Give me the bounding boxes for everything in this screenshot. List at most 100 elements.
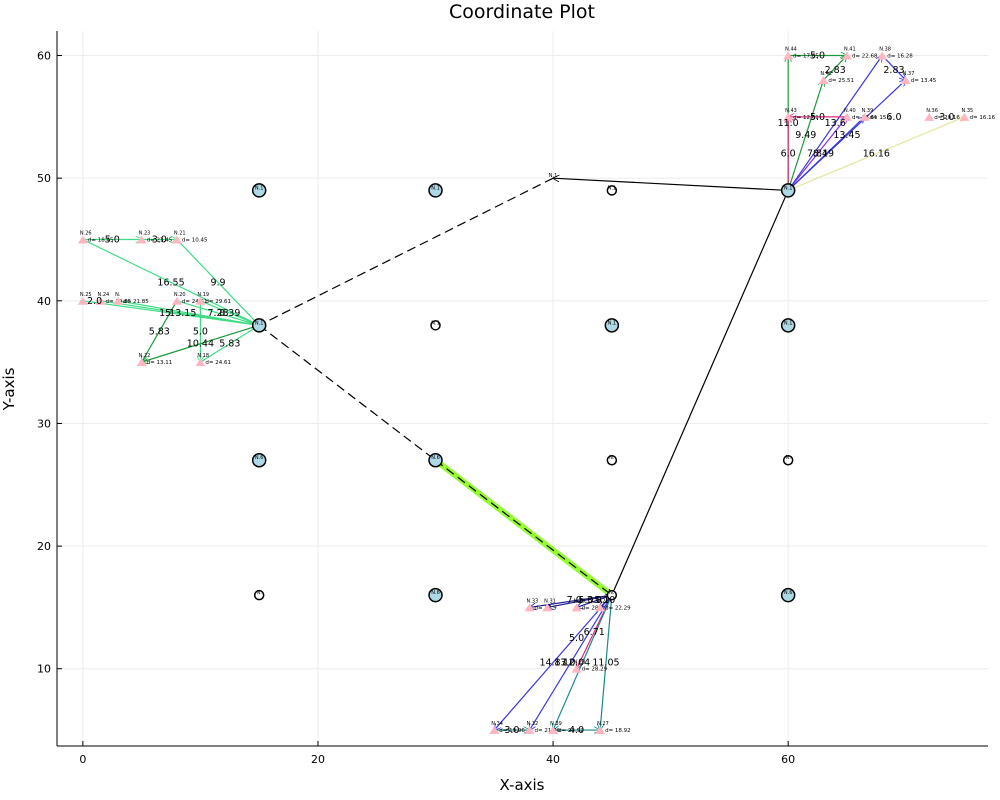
target-node (548, 726, 559, 735)
hub-node-label: N.1 (784, 185, 793, 191)
hub-node (606, 454, 618, 466)
target-node-label: N.39 (862, 108, 874, 114)
target-node-label: N.39 (550, 721, 562, 727)
route-arrows (259, 178, 789, 598)
hub-node (604, 318, 620, 333)
edge-label: 2.83 (883, 65, 904, 76)
route-node-label: N.1 (549, 173, 558, 179)
target-node-label: N.40 (844, 108, 856, 114)
edge-label: 10.44 (187, 339, 214, 350)
target-node-label: N.26 (80, 230, 92, 236)
distance-label: d= 24.61 (182, 299, 208, 305)
target-node-label: N.27 (597, 721, 609, 727)
x-tick-label: 0 (79, 753, 86, 766)
target-node (524, 726, 535, 735)
hub-node-label: N.1 (608, 185, 617, 191)
distance-label: d= 17.65 (793, 54, 819, 60)
target-node (113, 296, 124, 305)
edge-label: 5.0 (578, 595, 593, 606)
distance-label: d= 24.61 (205, 360, 231, 366)
target-node (571, 603, 582, 612)
hub-node (428, 587, 443, 603)
target-node (524, 603, 535, 612)
distance-label: d= 18.92 (605, 728, 631, 734)
spoke-arrow (118, 300, 259, 326)
target-node-label: N.25 (80, 292, 92, 298)
spoke-arrow (787, 117, 864, 191)
hub-node (251, 318, 267, 333)
nodes: N.1 N.1 N.1 N.1 N.1 N.1 N.1 N.1 N.6 N.6 N. N. N. N.6 N… (77, 47, 996, 735)
edge-label: 5.0 (810, 51, 825, 62)
distance-label: d= 22.29 (605, 605, 631, 611)
distance-label: d= 20.16 (934, 115, 960, 121)
spoke-arrow (822, 56, 847, 81)
target-node-label: N.23 (139, 230, 151, 236)
edge-label: 9.49 (795, 130, 816, 141)
target-node (542, 603, 553, 612)
target-node (841, 112, 852, 121)
spoke-arrow (200, 300, 259, 326)
target-node-label: N.24 (97, 292, 109, 298)
target-node-label: N. (115, 292, 121, 298)
target-node-label: N.41 (844, 47, 856, 53)
target-node-label: N.22 (139, 353, 151, 359)
spoke-arrow (787, 80, 823, 191)
target-node-label: N.33 (527, 598, 539, 604)
edge-label: 15 (159, 308, 171, 319)
target-node (595, 603, 606, 612)
target-node (924, 112, 935, 121)
edge-label: 5.83 (219, 339, 240, 350)
edge-label: 13.0 (554, 658, 575, 669)
edge-label: 3.0 (504, 725, 519, 736)
distance-label: d= 21.96 (535, 728, 561, 734)
y-tick-label: 40 (37, 295, 51, 308)
target-node-label: N.20 (174, 292, 186, 298)
hub-node (780, 318, 796, 333)
spoke-arrow (787, 117, 964, 191)
hub-node (780, 183, 796, 198)
edge-label: 8.39 (219, 308, 240, 319)
spoke-arrow (881, 55, 906, 81)
target-node (136, 358, 147, 367)
spoke-arrow (494, 594, 613, 730)
edge-label: 9.9 (210, 277, 225, 288)
target-node-label: N.28 (574, 660, 586, 666)
spoke-arrow (577, 594, 613, 607)
target-node-label: N.38 (879, 47, 891, 53)
target-node (195, 358, 206, 367)
y-axis-title: Y-axis (0, 367, 18, 411)
hub-node-label: N. (257, 590, 263, 596)
target-node (783, 51, 794, 60)
distance-label: d= 18.45 (88, 237, 114, 243)
edge-label: 16.55 (157, 277, 184, 288)
target-node (818, 76, 829, 85)
x-ticks: 0 20 40 60 (79, 741, 795, 766)
spoke-arrow (142, 324, 260, 362)
distance-label: d= 28.9 (582, 605, 605, 611)
target-node-label: N.19 (197, 292, 209, 298)
spoke-arrow (553, 594, 613, 730)
hub-node-label: N.1 (255, 320, 264, 326)
distance-label: d= 13.11 (147, 360, 173, 366)
target-node-label: N.42 (820, 71, 832, 77)
distance-label: d= 23.45 (147, 237, 173, 243)
edge-label: 13.45 (833, 130, 860, 141)
hub-node-label: N.1 (431, 320, 440, 326)
distance-label: d= 25.51 (828, 78, 854, 84)
route-arrow (553, 178, 789, 192)
target-node-label: N.32 (527, 721, 539, 727)
spoke-arrow (176, 300, 259, 326)
hub-node (606, 589, 618, 601)
spoke-arrows (82, 55, 965, 731)
hub-node (251, 452, 267, 468)
distance-label: d= 22.68 (852, 54, 878, 60)
hub-node (430, 320, 441, 331)
x-tick-label: 60 (781, 753, 795, 766)
target-node-label: N.43 (785, 108, 797, 114)
target-node (195, 296, 206, 305)
target-node (136, 235, 147, 244)
edge-label: 7.0 (567, 595, 582, 606)
x-tick-label: 40 (546, 753, 560, 766)
axes (56, 31, 988, 747)
edge-label: 6.71 (584, 627, 605, 638)
